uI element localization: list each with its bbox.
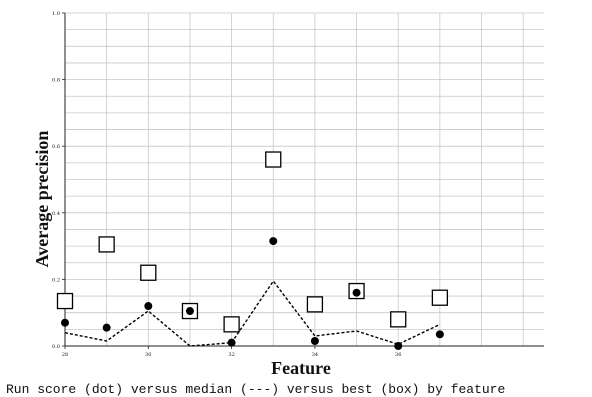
x-tick-label: 30 [145,352,151,358]
chart-caption: Run score (dot) versus median (---) vers… [6,382,505,397]
run-score-dot [61,318,69,327]
best-box-point [140,264,157,281]
x-tick-label: 32 [228,352,234,358]
best-box-point [223,316,240,333]
x-axis-label: Feature [271,358,331,378]
y-axis-label: Average precision [32,131,52,268]
y-tick-label: 0.6 [52,144,60,150]
best-box-point [56,292,74,310]
run-score-dot [394,342,403,350]
best-box-point [390,311,407,328]
run-score-dot [310,337,319,346]
x-tick-label: 36 [395,352,401,358]
run-score-dot [352,288,361,297]
grid [64,12,544,347]
best-box-point [98,236,115,253]
run-score-dot [144,302,153,311]
run-score-dot [185,307,194,316]
run-score-dot [227,338,236,347]
y-tick-label: 0.0 [52,344,60,350]
tick-labels: 0.0 0.2 0.4 0.6 0.8 1.0 28 30 32 34 36 [52,11,401,358]
run-score-dot [269,237,278,246]
median-line [64,279,441,347]
y-tick-label: 0.2 [52,277,60,283]
best-box-point [265,151,282,168]
y-tick-label: 0.4 [52,211,60,217]
x-tick-label: 28 [62,352,68,358]
series [56,151,449,350]
run-score-dot [102,323,111,332]
run-score-dot [435,330,444,339]
axes [62,12,544,349]
best-box-point [306,296,324,313]
x-tick-label: 34 [312,352,318,358]
y-tick-label: 1.0 [52,11,60,17]
best-box-point [431,289,449,306]
y-tick-label: 0.8 [52,78,60,84]
